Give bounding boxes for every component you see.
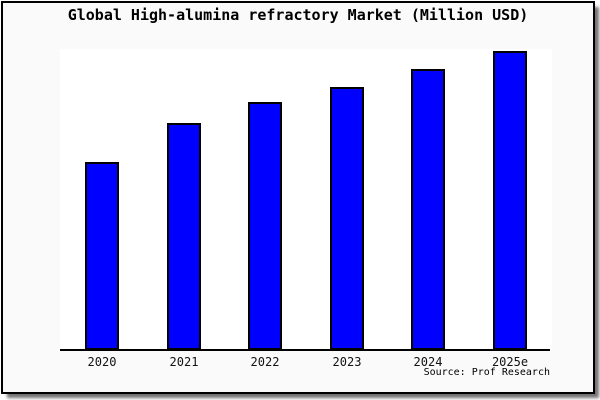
x-tick-label-2024: 2024 — [413, 355, 443, 369]
x-tick-label-2022: 2022 — [250, 355, 280, 369]
source-attribution: Source: Prof Research — [423, 367, 550, 378]
chart-window: Global High-alumina refractory Market (M… — [1, 1, 595, 394]
bar-2021 — [167, 123, 201, 350]
bar-2025e — [493, 51, 527, 350]
plot-area — [60, 49, 552, 350]
bar-2023 — [330, 87, 364, 350]
x-tick-label-2020: 2020 — [87, 355, 117, 369]
bar-2020 — [85, 162, 119, 350]
x-axis-line — [60, 349, 550, 351]
chart-title: Global High-alumina refractory Market (M… — [67, 6, 529, 24]
x-tick-label-2025e: 2025e — [491, 355, 529, 369]
x-tick-label-2023: 2023 — [332, 355, 362, 369]
bar-2022 — [248, 102, 282, 350]
bar-2024 — [411, 69, 445, 350]
x-tick-label-2021: 2021 — [169, 355, 199, 369]
